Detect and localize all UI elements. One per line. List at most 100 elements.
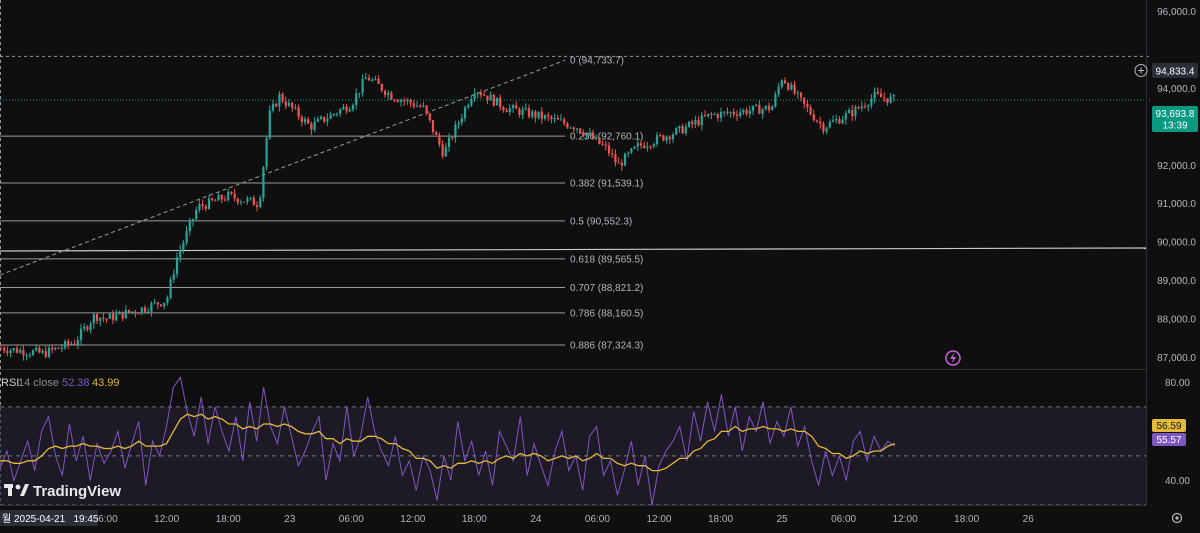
candle-body (857, 107, 860, 109)
candle-body (115, 314, 118, 321)
plus-circle-icon[interactable] (1134, 64, 1148, 77)
candle-body (374, 78, 377, 80)
candle-body (873, 91, 876, 99)
candle-body (697, 120, 700, 126)
candle-body (489, 94, 492, 101)
candle-body (409, 100, 412, 104)
time-axis[interactable]: 06:00 12:00 18:00 23 06:00 12:00 18:00 24 06:00 1… (93, 514, 1035, 525)
candle-body (499, 97, 502, 108)
candle-body (732, 112, 735, 115)
lightning-alert-icon[interactable] (945, 350, 961, 366)
candle-body (476, 93, 479, 95)
candle-body (191, 218, 195, 222)
candle-body (239, 201, 243, 203)
candle-body (329, 114, 332, 119)
candle-body (217, 195, 220, 201)
candle-body (767, 105, 771, 111)
candle-body (627, 152, 630, 154)
candle-body (175, 257, 179, 275)
candle-body (383, 90, 387, 96)
candle-body (748, 110, 751, 115)
candle-body (243, 201, 246, 203)
rsi-legend-value: 52.38 (62, 377, 90, 389)
candle-body (3, 348, 6, 351)
candle-body (380, 84, 383, 91)
candle-body (278, 94, 281, 107)
candle-body (364, 77, 367, 80)
candle-body (812, 114, 815, 121)
settings-gear-icon[interactable] (1171, 512, 1183, 524)
candle-body (716, 114, 719, 118)
candle-body (470, 98, 473, 106)
candle-body (73, 343, 76, 345)
candle-body (764, 105, 767, 110)
candle-body (307, 119, 310, 124)
candle-body (284, 101, 287, 106)
candle-body (659, 135, 662, 137)
candle-body (255, 205, 259, 207)
candle-body (41, 350, 44, 353)
candle-body (31, 350, 35, 355)
candle-body (876, 91, 879, 94)
candle-body (492, 94, 495, 106)
candle-body (524, 108, 527, 110)
candle-body (233, 193, 236, 199)
time-tick-label: 06:00 (93, 514, 118, 525)
candle-body (44, 350, 47, 357)
price-tick-label: 90,000.0 (1157, 238, 1196, 249)
candle-body (819, 121, 822, 124)
candle-body (345, 106, 348, 112)
candle-body (390, 92, 393, 100)
time-tick-label: 12:00 (400, 514, 425, 525)
candle-body (803, 97, 806, 104)
time-tick-label: 24 (530, 514, 542, 525)
candle-body (396, 100, 399, 103)
candle-body (831, 120, 835, 122)
candle-body (236, 198, 239, 203)
candle-body (847, 110, 851, 114)
candle-body (287, 102, 291, 106)
candle-body (172, 274, 175, 280)
add-alert-button[interactable] (1134, 64, 1148, 77)
fib-level-label: 0.786 (88,160.5) (570, 308, 643, 319)
candle-body (751, 105, 755, 111)
candle-body (707, 113, 710, 117)
rsi-tick-label: 80.00 (1165, 378, 1190, 389)
candle-body (95, 314, 99, 321)
candle-body (22, 349, 25, 356)
candle-body (182, 242, 185, 250)
candle-body (111, 313, 115, 321)
candle-body (604, 144, 607, 146)
candle-body (47, 347, 51, 357)
candle-body (742, 109, 745, 113)
candle-body (51, 347, 54, 350)
candle-body (479, 93, 483, 96)
candle-body (297, 107, 300, 117)
candle-body (265, 138, 268, 168)
horizontal-trend-line[interactable] (0, 247, 1147, 252)
rsi-legend[interactable]: RSI 14 close 52.38 43.99 (1, 377, 120, 389)
candle-body (355, 93, 358, 105)
candle-body (83, 326, 86, 329)
candle-body (681, 125, 684, 134)
watermark-text: TradingView (33, 483, 121, 500)
candle-body (630, 148, 633, 153)
price-tick-label: 88,000.0 (1157, 315, 1196, 326)
candle-body (780, 80, 783, 87)
candle-body (863, 106, 867, 108)
candle-body (563, 119, 566, 124)
last-price-label: 93,693.8 13:39 (1152, 106, 1198, 132)
fib-trend-line[interactable] (0, 59, 566, 276)
candle-body (598, 137, 601, 144)
fibonacci-retracement[interactable]: 0 (94,733.7) 0.236 (92,760.1) 0.382 (91,53… (0, 56, 643, 352)
candle-body (617, 162, 620, 164)
candle-body (271, 103, 275, 111)
fib-level-label: 0.382 (91,539.1) (570, 178, 643, 189)
candle-body (649, 146, 652, 148)
candle-body (262, 167, 265, 198)
candle-body (60, 347, 63, 349)
candle-body (412, 103, 415, 107)
candle-body (156, 302, 159, 305)
candle-body (70, 343, 73, 345)
